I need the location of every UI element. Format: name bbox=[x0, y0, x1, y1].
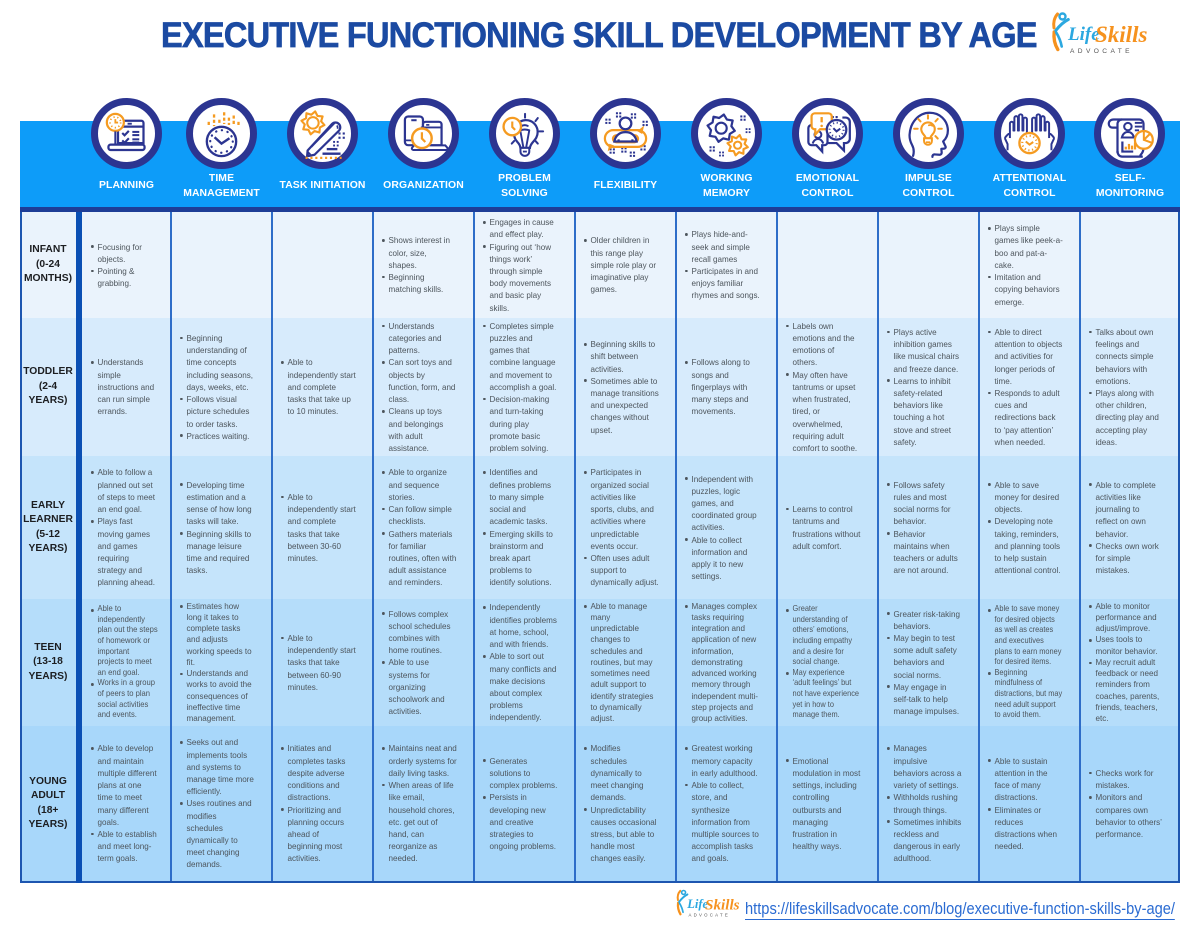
svg-text:Life: Life bbox=[1067, 24, 1100, 45]
svg-text:Skills: Skills bbox=[1095, 22, 1147, 47]
svg-text:Life: Life bbox=[686, 897, 708, 911]
svg-text:ADVOCATE: ADVOCATE bbox=[689, 913, 731, 918]
svg-text:Skills: Skills bbox=[705, 896, 740, 913]
svg-text:ADVOCATE: ADVOCATE bbox=[1070, 48, 1133, 55]
